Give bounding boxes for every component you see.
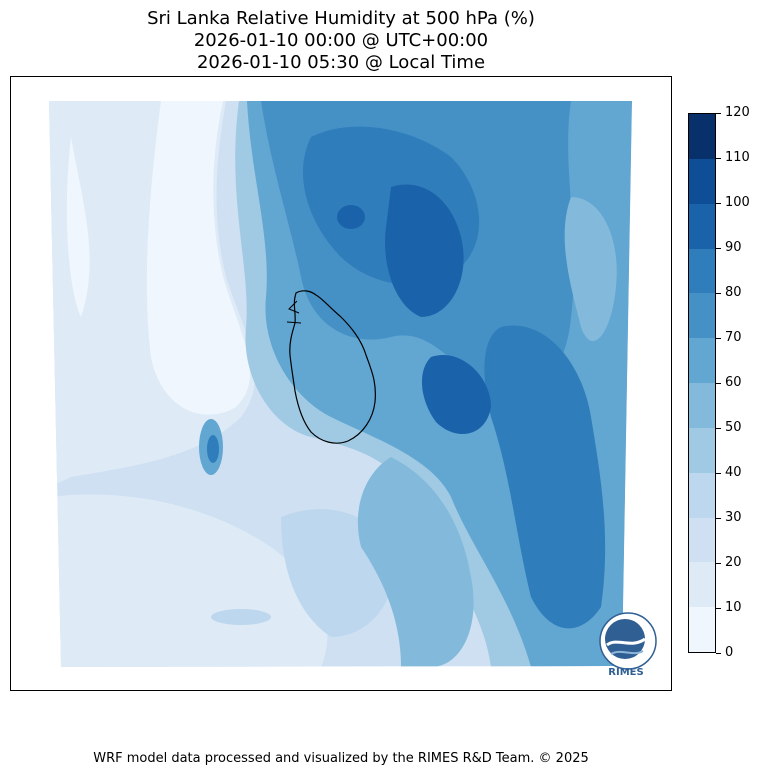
colorbar-tick xyxy=(716,203,721,204)
colorbar-tick-label: 60 xyxy=(725,375,742,390)
colorbar-segment xyxy=(689,248,715,294)
colorbar-tick-label: 100 xyxy=(725,195,750,210)
colorbar-tick-label: 50 xyxy=(725,420,742,435)
colorbar-tick-label: 110 xyxy=(725,150,750,165)
colorbar-segment xyxy=(689,203,715,249)
field-west-patch xyxy=(66,137,90,317)
colorbar-segment xyxy=(689,517,715,563)
colorbar-segment xyxy=(689,562,715,608)
field-east-80 xyxy=(484,325,606,629)
colorbar xyxy=(688,113,716,653)
colorbar-tick xyxy=(716,293,721,294)
colorbar-tick xyxy=(716,383,721,384)
humidity-map: RIMES xyxy=(49,101,657,678)
field-north-90 xyxy=(385,184,464,317)
colorbar-segment xyxy=(689,427,715,473)
field-patch-3 xyxy=(211,609,271,625)
colorbar-tick xyxy=(716,518,721,519)
local-time: 2026-01-10 05:30 @ Local Time xyxy=(196,52,486,73)
utc-time: 2026-01-10 00:00 @ UTC+00:00 xyxy=(193,30,489,51)
colorbar-segment xyxy=(689,382,715,428)
field-south-50 xyxy=(357,457,474,667)
colorbar-segment xyxy=(689,293,715,339)
field-patch-1-core xyxy=(207,435,219,463)
colorbar-segment xyxy=(689,607,715,652)
colorbar-tick-label: 0 xyxy=(725,645,734,660)
colorbar-tick xyxy=(716,248,721,249)
colorbar-tick xyxy=(716,428,721,429)
colorbar-tick xyxy=(716,113,721,114)
map-title: Sri Lanka Relative Humidity at 500 hPa (… xyxy=(147,8,535,29)
colorbar-tick-label: 20 xyxy=(725,555,742,570)
jaffna-coast xyxy=(288,300,300,314)
colorbar-tick xyxy=(716,608,721,609)
colorbar-tick-label: 30 xyxy=(725,510,742,525)
colorbar-tick-label: 90 xyxy=(725,240,742,255)
colorbar-tick xyxy=(716,473,721,474)
colorbar-segment xyxy=(689,158,715,204)
field-east-90 xyxy=(421,355,491,434)
mannar-coast xyxy=(286,321,302,324)
rimes-logo: RIMES xyxy=(599,612,657,678)
sri-lanka-coastline xyxy=(289,290,376,444)
colorbar-tick-label: 70 xyxy=(725,330,742,345)
credit-footer: WRF model data processed and visualized … xyxy=(93,751,589,766)
colorbar-tick-label: 10 xyxy=(725,600,742,615)
rimes-logo-text: RIMES xyxy=(608,667,643,678)
colorbar-tick-label: 80 xyxy=(725,285,742,300)
colorbar-tick xyxy=(716,563,721,564)
field-west-driest xyxy=(146,101,250,415)
colorbar-segment xyxy=(689,338,715,383)
colorbar-tick xyxy=(716,158,721,159)
colorbar-tick-label: 40 xyxy=(725,465,742,480)
colorbar-tick xyxy=(716,338,721,339)
field-sw-dry xyxy=(49,494,328,667)
field-ne-50 xyxy=(564,197,617,342)
field-patch-2 xyxy=(337,205,365,229)
colorbar-tick-label: 120 xyxy=(725,105,750,120)
colorbar-segment xyxy=(689,113,715,159)
colorbar-segment xyxy=(689,472,715,518)
colorbar-tick xyxy=(716,653,721,654)
